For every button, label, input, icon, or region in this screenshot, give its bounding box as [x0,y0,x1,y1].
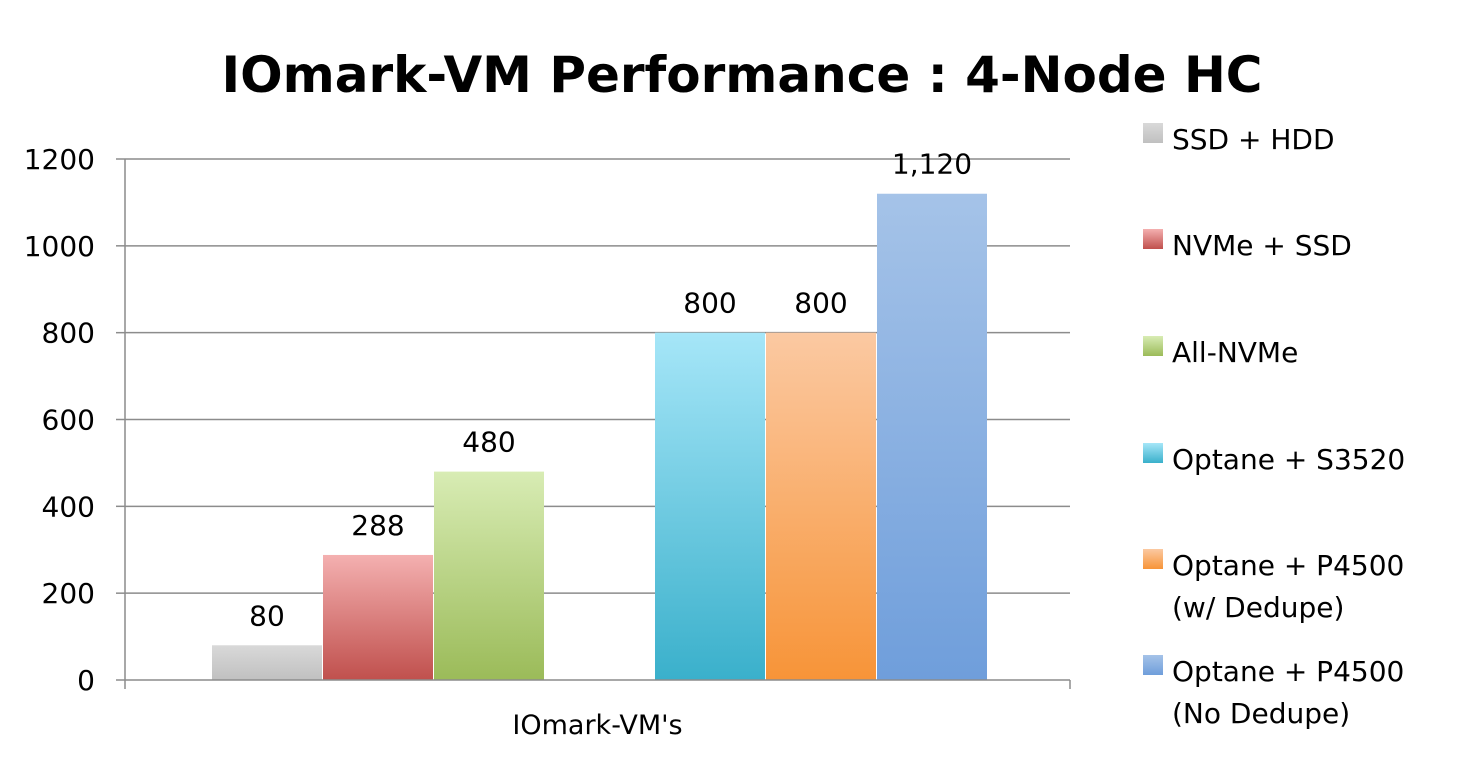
y-tick-label: 1000 [24,230,95,263]
bar [877,193,987,680]
data-label: 288 [351,509,404,542]
data-label: 800 [683,287,736,320]
legend-swatch [1143,229,1163,249]
y-tick-label: 200 [42,577,95,610]
data-label: 480 [462,426,515,459]
y-tick-label: 0 [77,664,95,697]
axes: 0 200 400 600 800 1000 1200 IOmark-VM's [24,143,1071,741]
chart-title: IOmark-VM Performance : 4-Node HC [222,46,1263,104]
legend-label: Optane + S3520 [1172,443,1405,476]
x-category-label: IOmark-VM's [512,710,682,741]
bar [655,332,765,680]
legend-label: Optane + P4500 (No Dedupe) [1172,655,1404,730]
data-label: 80 [249,599,285,632]
data-label: 800 [794,287,847,320]
data-label: 1,120 [892,148,972,181]
bar [323,554,433,680]
legend-label: All-NVMe [1172,336,1298,369]
y-tick-label: 400 [42,490,95,523]
legend-swatch [1143,549,1163,569]
data-labels: 80 288 480 800 800 1,120 [249,148,972,633]
legend-label: Optane + P4500 (w/ Dedupe) [1172,549,1404,624]
legend: SSD + HDD NVMe + SSD All-NVMe Optane + S352… [1143,123,1405,730]
legend-swatch [1143,655,1163,675]
bar [766,332,876,680]
legend-swatch [1143,123,1163,143]
legend-label: SSD + HDD [1172,123,1335,156]
bar [212,645,322,680]
y-tick-label: 1200 [24,143,95,176]
legend-label: NVMe + SSD [1172,229,1352,262]
legend-swatch [1143,336,1163,356]
bars [212,193,987,680]
y-tick-label: 600 [42,404,95,437]
y-tick-label: 800 [42,317,95,350]
bar [434,471,544,680]
legend-swatch [1143,443,1163,463]
